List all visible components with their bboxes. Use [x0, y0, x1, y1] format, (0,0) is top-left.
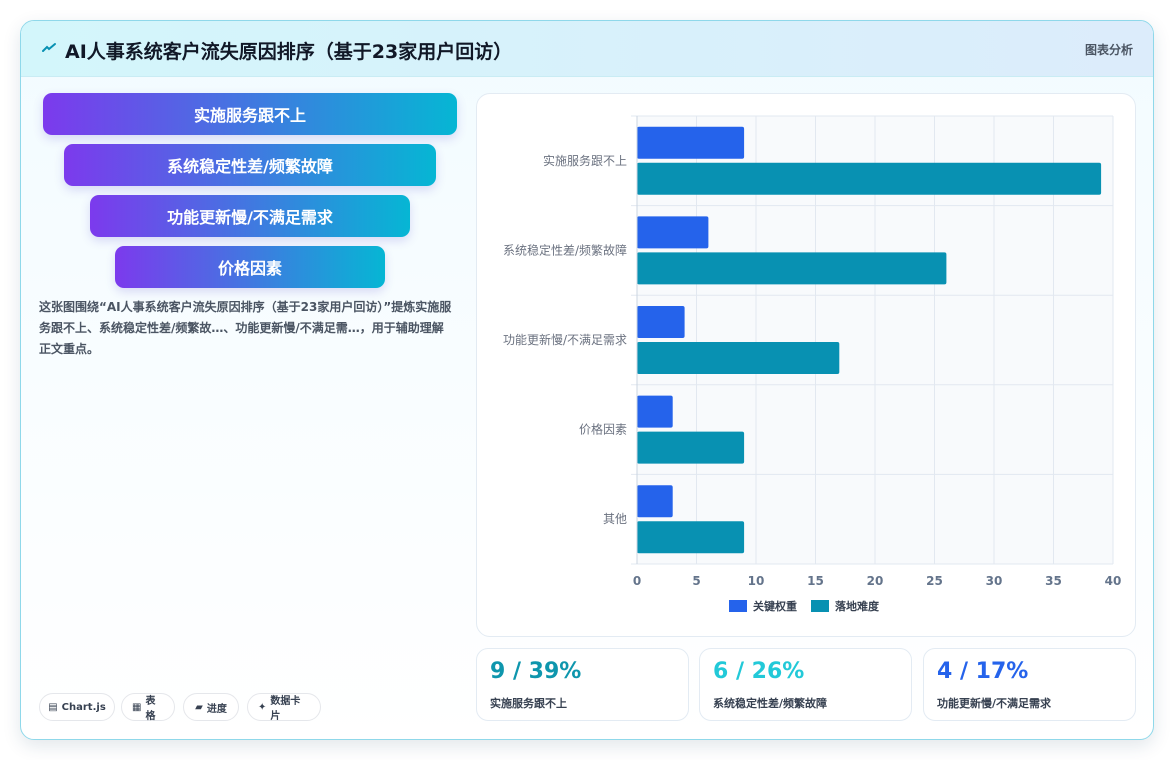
bar-weight	[637, 126, 745, 159]
x-tick-label: 0	[633, 574, 641, 588]
chart-panel: 0 5 10 15 20 25 30 35 40 实施服务跟不上系统稳定性差/频繁故障 功能更新慢/…	[476, 93, 1136, 637]
bar-difficulty	[637, 162, 1102, 195]
bar-difficulty	[637, 252, 947, 285]
y-category-label: 实施服务跟不上	[543, 153, 627, 168]
bar-difficulty	[637, 521, 745, 554]
x-tick-label: 40	[1105, 574, 1122, 588]
spark-icon	[42, 43, 56, 52]
header-bar: AI人事系统客户流失原因排序（基于23家用户回访） 图表分析	[21, 21, 1153, 77]
kpi-label: 系统稳定性差/频繁故障	[713, 697, 828, 710]
bar-weight	[637, 306, 685, 338]
chip-label: 表格	[145, 696, 156, 722]
x-tick-label: 15	[807, 574, 824, 588]
chart-analysis-tag: 图表分析	[1084, 43, 1133, 57]
funnel-label: 功能更新慢/不满足需求	[167, 208, 333, 227]
chip-table[interactable]: ▦ 表格	[121, 693, 175, 722]
kpi-label: 功能更新慢/不满足需求	[937, 697, 1052, 710]
legend-swatch	[811, 600, 829, 612]
bar-weight	[637, 485, 673, 518]
chip-label: Chart.js	[61, 701, 106, 713]
chart-icon: ▤	[48, 701, 58, 713]
y-category-label: 价格因素	[579, 422, 627, 437]
kpi-value: 9 / 39%	[490, 659, 582, 684]
kpi-card-2: 6 / 26% 系统稳定性差/频繁故障	[699, 648, 912, 721]
chip-chartjs[interactable]: ▤ Chart.js	[39, 693, 115, 721]
table-icon: ▦	[132, 701, 142, 713]
legend-swatch	[729, 600, 747, 612]
legend-label: 落地难度	[835, 599, 880, 613]
x-tick-label: 25	[926, 574, 943, 588]
progress-icon: ▰	[195, 701, 203, 713]
chart-description: 这张图围绕“AI人事系统客户流失原因排序（基于23家用户回访）”提炼实施服务跟不…	[39, 300, 452, 356]
y-category-label: 功能更新慢/不满足需求	[503, 332, 627, 347]
y-category-label: 系统稳定性差/频繁故障	[503, 242, 627, 257]
funnel-item-4: 价格因素	[115, 246, 385, 288]
x-tick-label: 20	[867, 574, 884, 588]
chip-label: 进度	[206, 703, 227, 715]
funnel-item-2: 系统稳定性差/频繁故障	[64, 144, 436, 186]
card-icon: ✦	[258, 701, 267, 713]
chip-data-card[interactable]: ✦ 数据卡片	[247, 693, 321, 722]
legend-label: 关键权重	[753, 599, 797, 613]
kpi-value: 6 / 26%	[713, 659, 805, 684]
x-tick-label: 35	[1045, 574, 1062, 588]
main-card: AI人事系统客户流失原因排序（基于23家用户回访） 图表分析 实施服务跟不上 系…	[20, 20, 1154, 740]
funnel-label: 系统稳定性差/频繁故障	[167, 157, 333, 176]
funnel-label: 价格因素	[217, 259, 282, 278]
bar-weight	[637, 216, 709, 249]
funnel-label: 实施服务跟不上	[193, 106, 306, 125]
funnel-item-3: 功能更新慢/不满足需求	[90, 195, 410, 237]
bar-difficulty	[637, 431, 745, 464]
bar-difficulty	[637, 342, 840, 374]
page-title: AI人事系统客户流失原因排序（基于23家用户回访）	[65, 41, 513, 63]
bar-weight	[637, 395, 673, 428]
chip-label: 数据卡片	[270, 696, 301, 722]
kpi-card-1: 9 / 39% 实施服务跟不上	[476, 648, 689, 721]
bar-chart: 0 5 10 15 20 25 30 35 40 实施服务跟不上系统稳定性差/频繁故障功能更新慢/…	[503, 115, 1122, 613]
x-tick-label: 10	[748, 574, 765, 588]
funnel-item-1: 实施服务跟不上	[43, 93, 457, 135]
x-tick-label: 5	[692, 574, 700, 588]
kpi-card-3: 4 / 17% 功能更新慢/不满足需求	[923, 648, 1136, 721]
y-category-label: 其他	[603, 512, 627, 526]
kpi-label: 实施服务跟不上	[490, 697, 567, 710]
x-tick-label: 30	[986, 574, 1003, 588]
chip-progress[interactable]: ▰ 进度	[183, 693, 239, 721]
kpi-value: 4 / 17%	[937, 659, 1029, 684]
